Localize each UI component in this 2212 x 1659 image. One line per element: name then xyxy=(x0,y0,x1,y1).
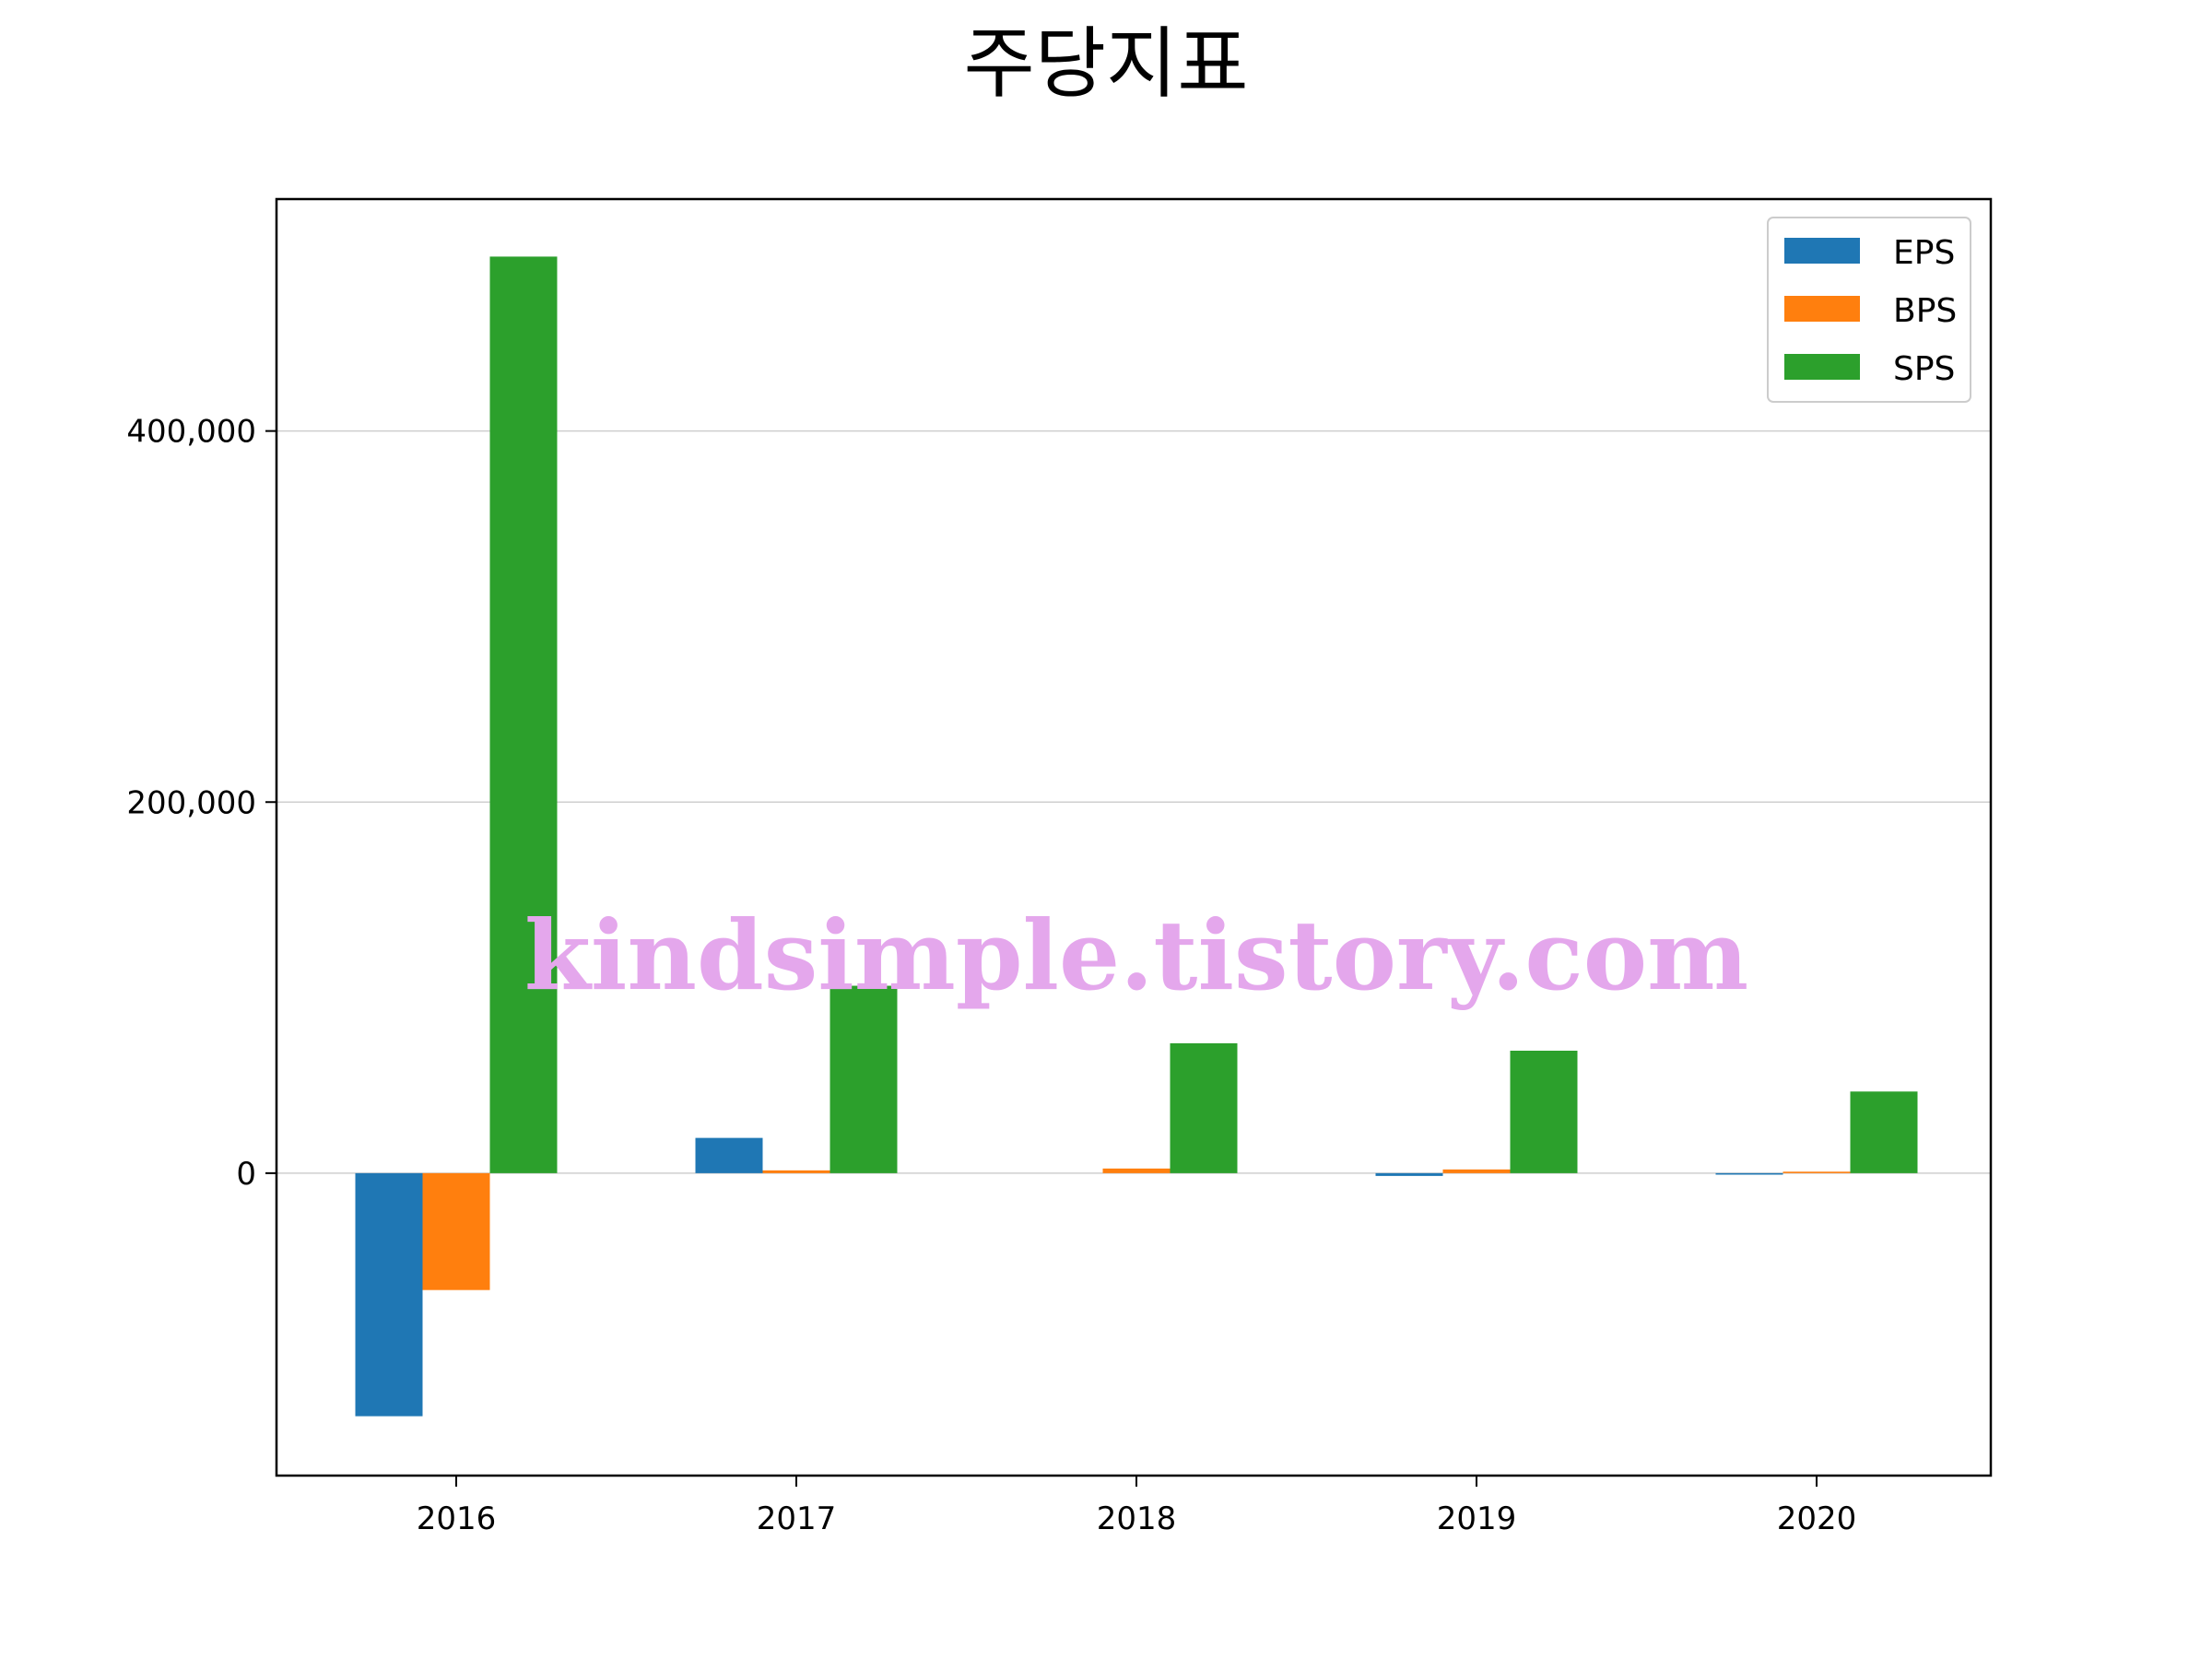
bar-bps-2020 xyxy=(1783,1171,1851,1173)
legend: EPS BPS SPS xyxy=(1767,217,1971,403)
bar-eps-2016 xyxy=(355,1172,423,1417)
x-tick-label: 2018 xyxy=(1097,1500,1177,1537)
y-tick-label: 400,000 xyxy=(126,414,256,451)
bar-eps-2017 xyxy=(695,1137,763,1173)
x-tick-label: 2020 xyxy=(1777,1500,1857,1537)
bar-bps-2016 xyxy=(422,1172,490,1290)
bar-sps-2016 xyxy=(489,256,558,1173)
bar-bps-2018 xyxy=(1102,1168,1171,1173)
legend-swatch-bps xyxy=(1784,296,1860,322)
bar-sps-2017 xyxy=(830,985,898,1173)
legend-label-bps: BPS xyxy=(1893,292,1957,330)
legend-label-eps: EPS xyxy=(1893,234,1955,272)
bar-eps-2019 xyxy=(1375,1172,1443,1176)
legend-swatch-sps xyxy=(1784,354,1860,380)
bars xyxy=(355,256,1918,1417)
legend-swatch-eps xyxy=(1784,238,1860,264)
x-axis: 2016 2017 2018 2019 2020 xyxy=(417,1476,1857,1537)
chart-title: 주당지표 xyxy=(963,18,1248,109)
x-tick-label: 2016 xyxy=(417,1500,497,1537)
bar-sps-2020 xyxy=(1850,1091,1918,1173)
plot-frame xyxy=(275,197,1993,1477)
bar-eps-2020 xyxy=(1715,1172,1783,1175)
bar-bps-2019 xyxy=(1442,1169,1511,1173)
watermark: kindsimple.tistory.com xyxy=(524,899,1748,1012)
x-tick-label: 2017 xyxy=(757,1500,837,1537)
y-axis: 0 200,000 400,000 xyxy=(126,414,276,1193)
y-tick-label: 0 xyxy=(236,1156,256,1193)
x-tick-label: 2019 xyxy=(1437,1500,1517,1537)
bar-bps-2017 xyxy=(762,1170,830,1173)
bar-sps-2019 xyxy=(1510,1051,1578,1173)
bar-sps-2018 xyxy=(1170,1042,1238,1173)
y-tick-label: 200,000 xyxy=(126,784,256,821)
legend-label-sps: SPS xyxy=(1893,350,1955,388)
